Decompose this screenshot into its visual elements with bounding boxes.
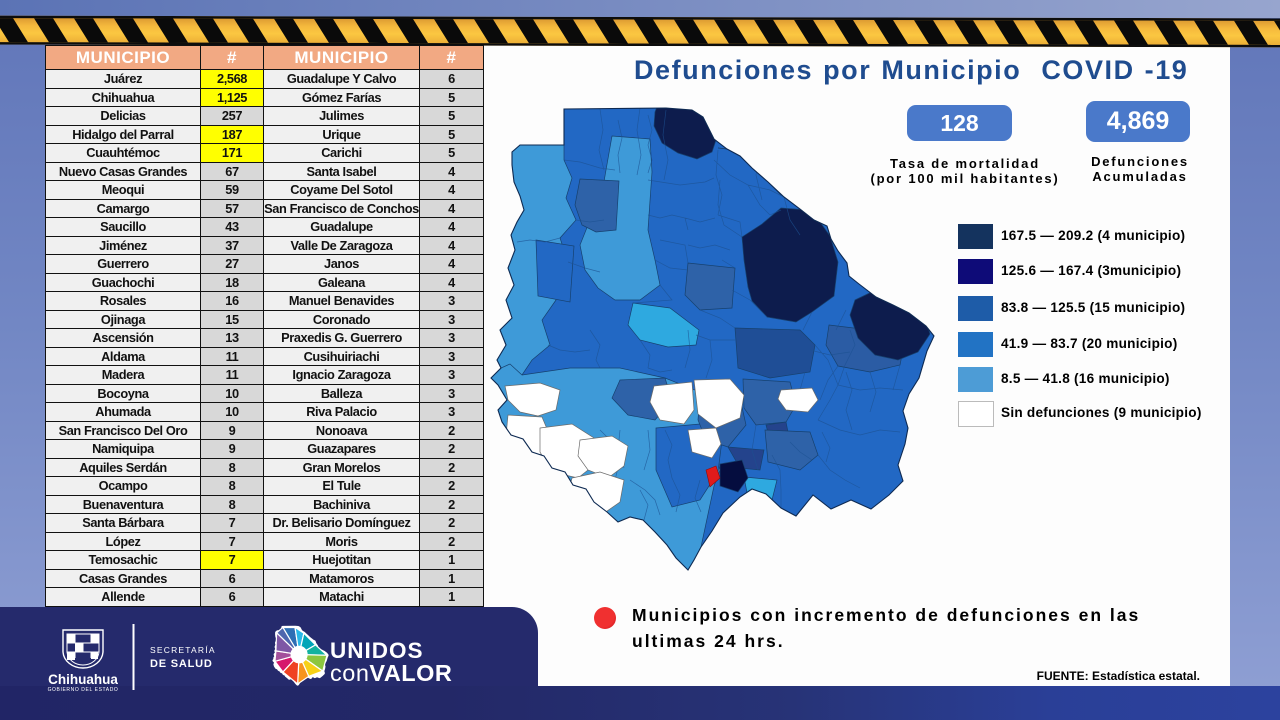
- svg-text:conVALOR: conVALOR: [330, 660, 452, 686]
- svg-text:SECRETARÍA: SECRETARÍA: [150, 645, 216, 655]
- svg-text:DE SALUD: DE SALUD: [150, 658, 213, 670]
- svg-text:GOBIERNO DEL ESTADO: GOBIERNO DEL ESTADO: [48, 687, 119, 693]
- svg-text:Chihuahua: Chihuahua: [48, 672, 118, 687]
- svg-text:UNIDOS: UNIDOS: [330, 638, 424, 663]
